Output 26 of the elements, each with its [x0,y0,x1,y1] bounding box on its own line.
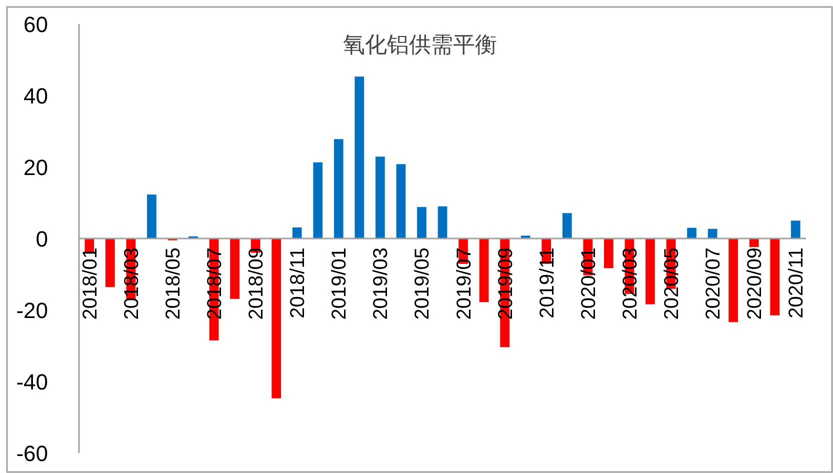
y-tick-label: 0 [36,226,48,252]
x-tick-label: 2018/07 [204,248,226,320]
y-tick-label: 60 [24,12,48,37]
x-tick-label: 2018/11 [287,248,310,318]
x-tick-label: 2020/01 [578,248,600,320]
x-tick-label: 2018/05 [162,248,184,320]
x-tick-label: 2020/03 [619,248,642,320]
x-tick-label: 2019/09 [494,248,517,320]
y-tick-label: 40 [24,84,48,108]
x-tick-label: 2018/01 [79,248,102,320]
x-tick-label: 2019/03 [370,248,392,320]
x-tick-label: 2019/01 [328,248,351,320]
x-tick-label: 2020/09 [744,248,766,320]
x-tick-label: 2020/11 [786,248,808,318]
x-tick-label: 2019/11 [536,248,558,318]
x-tick-label: 2018/09 [246,248,268,320]
x-tick-label: 2020/05 [660,248,683,320]
x-tick-label: 2018/03 [120,248,143,320]
x-tick-label: 2019/05 [412,248,434,320]
y-tick-label: -40 [16,370,48,394]
y-tick-label: -20 [16,298,48,323]
chart-title: 氧化铝供需平衡 [343,32,497,57]
x-tick-label: 2019/07 [453,248,476,320]
x-tick-label: 2020/07 [702,248,725,320]
y-tick-label: -60 [16,441,48,466]
y-tick-label: 20 [24,155,48,180]
